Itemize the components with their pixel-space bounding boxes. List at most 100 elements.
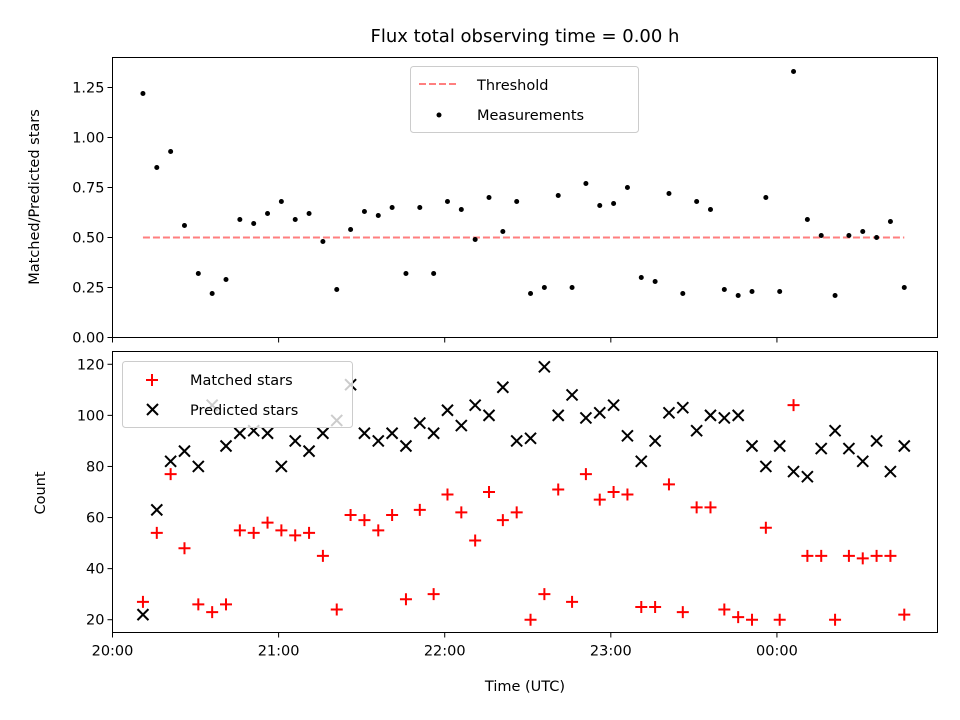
y-tick-label: 0.00: [72, 331, 104, 347]
measurement-point: [528, 291, 534, 296]
x-ticks: [112, 337, 778, 343]
predicted-point: [358, 427, 371, 440]
predicted-point: [704, 409, 717, 422]
matched-point: [787, 399, 800, 412]
measurement-point: [901, 285, 907, 290]
measurement-point: [666, 191, 672, 196]
matched-point: [510, 506, 523, 519]
measurement-point: [804, 217, 810, 222]
y-tick-label: 120: [77, 357, 105, 373]
predicted-point: [565, 388, 579, 402]
measurement-point: [541, 285, 547, 290]
predicted-point: [870, 434, 883, 448]
predicted-point: [455, 419, 468, 432]
measurement-point: [292, 217, 298, 222]
matched-point: [358, 514, 371, 527]
matched-point: [649, 600, 662, 613]
y-tick-label: 1.25: [72, 81, 104, 97]
measurement-point: [777, 289, 783, 294]
matched-point: [815, 549, 828, 562]
matched-point: [150, 526, 163, 539]
measurement-point: [887, 219, 893, 224]
matched-point: [455, 506, 468, 519]
predicted-point: [413, 416, 427, 430]
measurement-point: [223, 277, 229, 282]
matched-point: [344, 508, 357, 521]
count-panel: Count Time (UTC) 20 40 60 80 100 120 20:00 21:…: [33, 351, 938, 695]
matched-point: [303, 526, 316, 539]
measurement-point: [555, 193, 561, 198]
predicted-point: [372, 434, 385, 448]
predicted-point: [496, 381, 510, 394]
matched-point: [524, 613, 537, 626]
predicted-point: [178, 444, 191, 458]
matched-point: [483, 486, 496, 498]
matched-point: [496, 514, 509, 527]
y-tick-label: 40: [86, 562, 104, 578]
x-tick-label: 23:00: [590, 644, 632, 660]
measurement-point: [154, 165, 160, 170]
measurement-point: [472, 237, 478, 242]
matched-point: [746, 613, 759, 626]
legend-matched-label: Matched stars: [190, 373, 293, 389]
y-axis-label: Matched/Predicted stars: [27, 109, 43, 285]
measurement-point: [624, 185, 630, 190]
predicted-point: [593, 406, 606, 420]
predicted-point: [524, 432, 537, 445]
matched-point: [884, 549, 897, 562]
measurement-point: [181, 223, 187, 228]
measurement-point: [707, 207, 713, 212]
predicted-point: [773, 439, 786, 453]
predicted-point: [648, 434, 662, 448]
matched-point: [676, 606, 689, 619]
matched-point: [220, 598, 233, 611]
predicted-point: [219, 439, 233, 453]
predicted-point: [289, 434, 302, 448]
matched-point: [732, 611, 745, 624]
y-tick-label: 0.25: [72, 281, 104, 297]
measurement-point: [389, 205, 395, 210]
measurement-point: [140, 91, 146, 96]
legend-frame: [122, 361, 353, 428]
measurement-point: [500, 229, 506, 234]
matched-point: [579, 468, 592, 481]
matched-point: [593, 493, 606, 506]
predicted-point: [261, 427, 274, 440]
predicted-point: [745, 439, 759, 453]
matched-point: [330, 603, 343, 616]
measurement-point: [860, 229, 866, 234]
predicted-point: [662, 406, 676, 420]
matched-point: [206, 606, 219, 619]
measurement-point: [721, 287, 727, 292]
predicted-point: [856, 455, 869, 468]
matched-point: [386, 508, 399, 521]
predicted-point: [787, 465, 800, 478]
measurement-point: [791, 69, 797, 74]
x-ticks: 20:00 21:00 22:00 23:00 00:00: [92, 632, 798, 660]
x-tick-label: 00:00: [756, 644, 798, 660]
matched-point: [275, 524, 288, 537]
y-tick-label: 0.50: [72, 231, 104, 247]
measurement-point: [680, 291, 686, 296]
matched-point: [289, 529, 302, 542]
matched-point: [413, 503, 426, 516]
legend: Threshold Measurements: [410, 66, 639, 133]
y-tick-label: 60: [86, 511, 104, 527]
predicted-point: [621, 429, 634, 443]
y-tick-label: 20: [86, 613, 104, 629]
legend-predicted-swatch: [146, 403, 159, 416]
plot-frame: [112, 57, 938, 338]
matched-point: [233, 524, 246, 537]
matched-point: [718, 603, 731, 616]
predicted-point: [233, 427, 247, 440]
y-tick-label: 100: [77, 408, 105, 424]
predicted-point: [441, 404, 454, 417]
predicted-point: [510, 434, 523, 448]
legend-threshold-label: Threshold: [476, 78, 548, 94]
x-tick-label: 21:00: [258, 644, 300, 660]
measurement-point: [818, 233, 824, 238]
predicted-point: [192, 460, 205, 473]
y-tick-label: 80: [86, 459, 104, 475]
ratio-panel: Flux total observing time = 0.00 h Match…: [27, 26, 938, 347]
